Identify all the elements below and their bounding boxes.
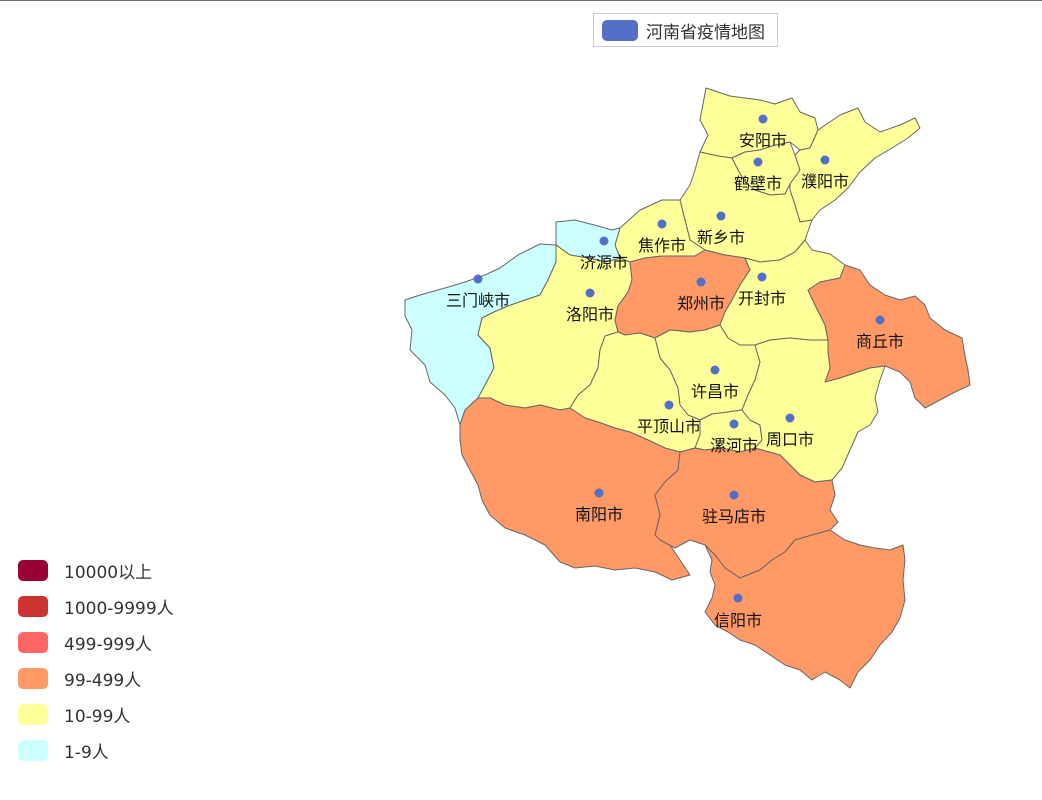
top-border-line bbox=[0, 0, 1042, 1]
city-marker[interactable] bbox=[594, 488, 604, 498]
visual-map-swatch bbox=[18, 739, 48, 761]
visual-map-item[interactable]: 10-99人 bbox=[18, 696, 174, 732]
visual-map-swatch bbox=[18, 667, 48, 689]
city-marker[interactable] bbox=[657, 219, 667, 229]
city-marker[interactable] bbox=[710, 365, 720, 375]
visual-map-label: 10000以上 bbox=[64, 562, 153, 583]
city-label: 三门峡市 bbox=[446, 291, 510, 310]
city-marker[interactable] bbox=[585, 288, 595, 298]
city-marker[interactable] bbox=[729, 490, 739, 500]
visual-map-item[interactable]: 1000-9999人 bbox=[18, 588, 174, 624]
visual-map-label: 1-9人 bbox=[64, 742, 109, 763]
series-legend-label: 河南省疫情地图 bbox=[646, 22, 765, 43]
region-15[interactable] bbox=[741, 337, 886, 483]
visual-map-swatch bbox=[18, 595, 48, 617]
city-marker[interactable] bbox=[729, 419, 739, 429]
visual-map-item[interactable]: 10000以上 bbox=[18, 552, 174, 588]
city-marker[interactable] bbox=[733, 593, 743, 603]
visual-map-swatch bbox=[18, 631, 48, 653]
visual-map-swatch bbox=[18, 703, 48, 725]
city-label: 开封市 bbox=[738, 289, 786, 308]
visual-map-item[interactable]: 99-499人 bbox=[18, 660, 174, 696]
city-label: 济源市 bbox=[580, 253, 628, 272]
city-label: 周口市 bbox=[766, 430, 814, 449]
city-label: 驻马店市 bbox=[702, 507, 766, 526]
city-label: 洛阳市 bbox=[566, 305, 614, 324]
city-marker[interactable] bbox=[473, 274, 483, 284]
visual-map-item[interactable]: 1-9人 bbox=[18, 732, 174, 768]
city-marker[interactable] bbox=[875, 315, 885, 325]
city-marker[interactable] bbox=[599, 236, 609, 246]
visual-map-label: 1000-9999人 bbox=[64, 598, 174, 619]
city-label: 郑州市 bbox=[677, 294, 725, 313]
city-label: 漯河市 bbox=[710, 436, 758, 455]
city-label: 平顶山市 bbox=[637, 417, 701, 436]
city-label: 信阳市 bbox=[714, 611, 762, 630]
city-label: 焦作市 bbox=[638, 236, 686, 255]
series-legend-swatch bbox=[602, 19, 638, 41]
city-label: 鹤壁市 bbox=[734, 174, 782, 193]
region-3[interactable] bbox=[789, 107, 921, 223]
visual-map-legend: 10000以上 1000-9999人 499-999人 99-499人 10-99人 1-… bbox=[18, 552, 174, 768]
series-legend-item[interactable]: 河南省疫情地图 bbox=[593, 13, 778, 47]
city-marker[interactable] bbox=[753, 157, 763, 167]
city-marker[interactable] bbox=[664, 400, 674, 410]
city-label: 南阳市 bbox=[575, 505, 623, 524]
city-marker[interactable] bbox=[785, 413, 795, 423]
city-marker[interactable] bbox=[716, 211, 726, 221]
visual-map-item[interactable]: 499-999人 bbox=[18, 624, 174, 660]
city-label: 濮阳市 bbox=[801, 172, 849, 191]
city-label: 商丘市 bbox=[856, 332, 904, 351]
city-marker[interactable] bbox=[757, 272, 767, 282]
visual-map-swatch bbox=[18, 559, 48, 581]
city-marker[interactable] bbox=[696, 277, 706, 287]
city-marker[interactable] bbox=[758, 114, 768, 124]
city-label: 新乡市 bbox=[697, 228, 745, 247]
visual-map-label: 499-999人 bbox=[64, 634, 153, 655]
city-label: 安阳市 bbox=[739, 131, 787, 150]
visual-map-label: 99-499人 bbox=[64, 670, 142, 691]
city-marker[interactable] bbox=[820, 155, 830, 165]
visual-map-label: 10-99人 bbox=[64, 706, 131, 727]
city-label: 许昌市 bbox=[691, 382, 739, 401]
region-18[interactable] bbox=[704, 529, 906, 689]
